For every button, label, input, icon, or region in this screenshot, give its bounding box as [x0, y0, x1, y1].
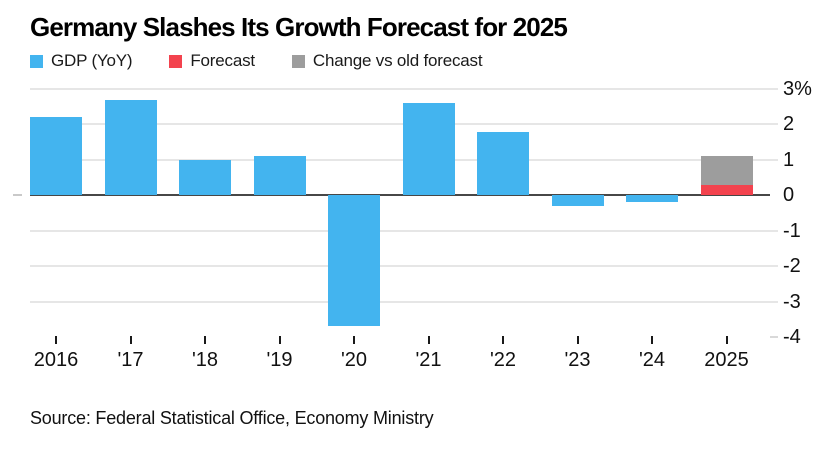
source-note: Source: Federal Statistical Office, Econ…: [30, 408, 434, 428]
x-tick-24: [651, 336, 653, 344]
x-axis-label-22: '22: [489, 349, 517, 371]
chart-title: Germany Slashes Its Growth Forecast for …: [30, 12, 568, 42]
x-tick-2025: [725, 336, 728, 344]
bar-22-gdp: [477, 131, 529, 196]
x-axis-label-23: '23: [564, 349, 591, 371]
y-axis-label--1: -1: [783, 219, 801, 242]
y-axis-label-1: 1: [783, 148, 795, 171]
y-axis-label-0: 0: [783, 184, 795, 207]
x-tick-20: [353, 336, 355, 344]
bar-23-gdp: [551, 195, 604, 206]
legend-swatch-change-icon: [291, 54, 305, 68]
y-axis-label--4: -4: [783, 326, 801, 348]
x-tick-19: [278, 336, 281, 344]
x-tick-23: [576, 336, 579, 344]
x-tick-2016: [55, 336, 57, 344]
bar-20-gdp: [328, 195, 380, 327]
gridline--2: [30, 265, 778, 268]
x-axis-label-18: '18: [191, 349, 219, 371]
x-axis-label-21: '21: [415, 349, 442, 371]
bar-2016-gdp: [30, 117, 82, 196]
y-axis-label-3%: 3%: [783, 78, 812, 100]
zero-left-tick: [13, 194, 22, 197]
gridline-3: [30, 88, 778, 90]
x-tick-22: [502, 336, 504, 344]
y-axis-label--2: -2: [783, 255, 801, 278]
bar-21-gdp: [402, 103, 455, 196]
legend-swatch-gdp-icon: [30, 54, 43, 68]
y-axis-end-dash: [770, 336, 778, 338]
bar-17-gdp: [104, 99, 157, 196]
legend-item-forecast: Forecast: [169, 51, 255, 71]
bar-19-gdp: [253, 156, 306, 196]
zero-baseline: [30, 194, 770, 197]
gridline--3: [30, 300, 778, 303]
y-axis-label--3: -3: [783, 290, 801, 313]
x-axis-label-2025: 2025: [704, 349, 749, 371]
bar-24-gdp: [626, 195, 678, 203]
legend-item-change: Change vs old forecast: [291, 51, 483, 71]
legend-label-forecast: Forecast: [190, 51, 255, 70]
gridline--1: [30, 229, 778, 232]
bar-18-gdp: [179, 159, 231, 196]
x-tick-18: [204, 336, 206, 344]
bar-2025-forecast: [700, 184, 753, 196]
bar-2025-change: [700, 156, 753, 185]
legend-swatch-forecast-icon: [169, 54, 183, 68]
x-axis-label-19: '19: [266, 349, 293, 371]
legend-label-gdp: GDP (YoY): [51, 51, 133, 70]
legend-label-change: Change vs old forecast: [312, 51, 483, 70]
x-tick-17: [129, 336, 132, 344]
legend: GDP (YoY) Forecast Change vs old forecas…: [30, 51, 483, 71]
x-axis-label-20: '20: [340, 349, 368, 371]
legend-item-gdp: GDP (YoY): [30, 51, 133, 71]
y-axis-label-2: 2: [783, 113, 795, 136]
x-axis-label-17: '17: [117, 349, 144, 371]
x-axis-label-24: '24: [638, 349, 666, 371]
x-axis-label-2016: 2016: [33, 349, 79, 371]
x-tick-21: [427, 336, 430, 344]
